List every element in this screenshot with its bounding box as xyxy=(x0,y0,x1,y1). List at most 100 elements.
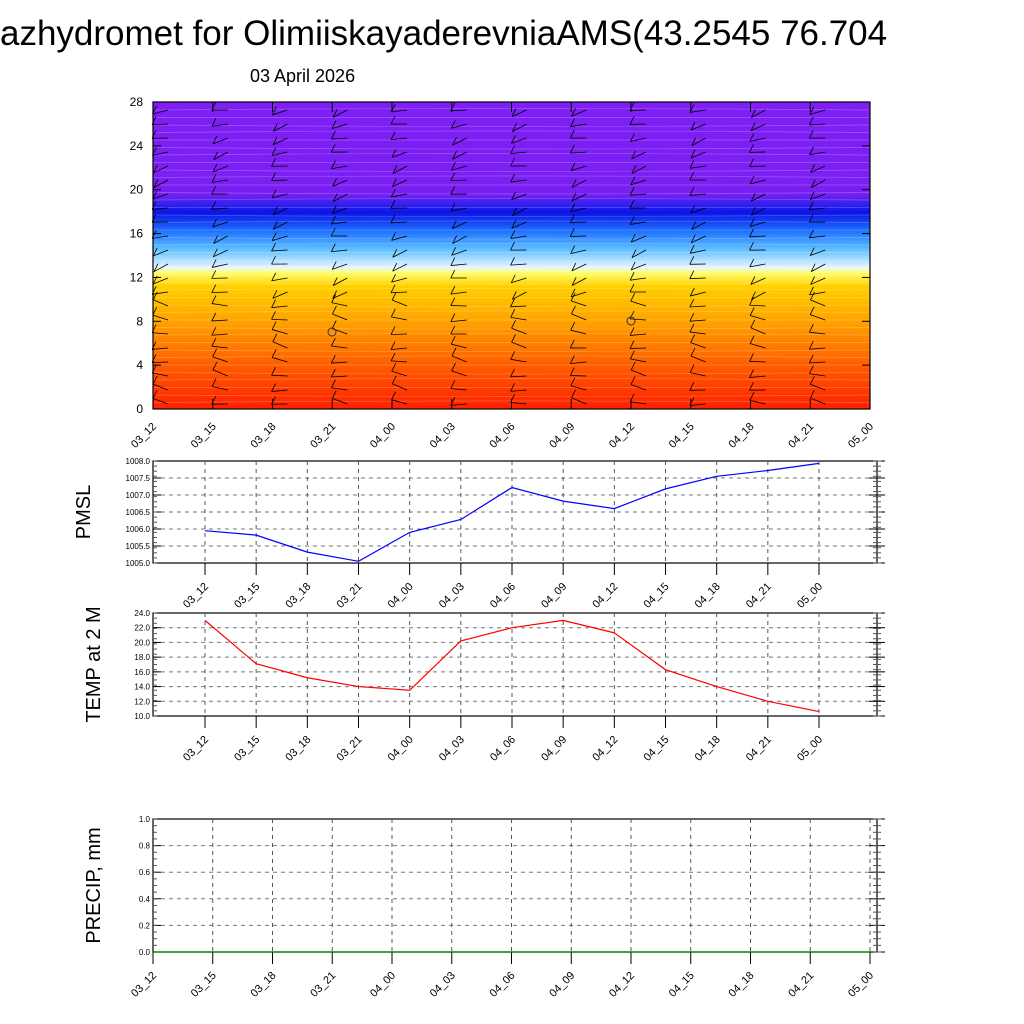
wind-barb-flag xyxy=(510,274,516,283)
wind-barb xyxy=(570,249,587,254)
wind-barb-flag xyxy=(691,221,697,230)
wind-barb xyxy=(212,221,228,228)
x-tick-label: 04_00 xyxy=(386,581,416,611)
x-tick-label: 04_21 xyxy=(744,581,774,611)
wind-barb-flag xyxy=(450,297,456,306)
wind-barb xyxy=(271,318,288,321)
wind-barb-flag xyxy=(212,163,218,173)
wind-barb-flag xyxy=(749,144,754,153)
wind-barb-flag xyxy=(273,123,278,132)
wind-barb xyxy=(689,165,706,169)
wind-barb-flag xyxy=(749,133,755,142)
x-tick-label: 03_21 xyxy=(335,581,365,611)
wind-barb xyxy=(750,327,766,335)
wind-barb xyxy=(390,291,408,294)
wind-barb xyxy=(391,193,408,198)
wind-barb-flag xyxy=(271,299,276,308)
x-tick-label: 05_00 xyxy=(846,970,876,1000)
wind-barb xyxy=(630,137,647,142)
wind-barb xyxy=(630,263,647,271)
wind-barb-flag xyxy=(510,173,515,183)
wind-barb-flag xyxy=(211,174,217,183)
wind-barb xyxy=(571,109,587,117)
wind-barb xyxy=(750,123,766,132)
wind-barb xyxy=(630,401,647,405)
contour-line xyxy=(152,220,871,223)
wind-barb xyxy=(689,277,706,280)
wind-barb xyxy=(809,347,826,350)
y-tick-label: 12.0 xyxy=(134,697,150,706)
wind-barb xyxy=(332,109,348,118)
wind-barb-flag xyxy=(810,179,816,188)
wind-barb xyxy=(809,331,826,335)
wind-barb xyxy=(510,389,527,392)
x-tick-label: 04_21 xyxy=(786,970,816,1000)
wind-barb xyxy=(810,314,826,321)
wind-barb-flag xyxy=(512,123,517,132)
wind-barb-flag xyxy=(390,200,396,209)
wind-barb xyxy=(571,179,587,188)
wind-barb-flag xyxy=(331,215,336,225)
wind-barb xyxy=(749,137,766,142)
wind-barb xyxy=(630,300,647,307)
wind-barb xyxy=(510,151,527,155)
x-tick-label: 03_18 xyxy=(283,734,313,764)
wind-barb xyxy=(510,235,527,240)
precip-panel: 0.0 0.2 0.4 0.6 0.8 1.0 03_12 03_15 03_18 03_21 04… xyxy=(83,815,885,1000)
wind-barb-flag xyxy=(510,157,515,167)
contour-line xyxy=(152,355,871,358)
wind-barb xyxy=(631,249,647,259)
wind-barb xyxy=(152,207,169,210)
wind-barb-flag xyxy=(689,364,695,373)
wind-barb-flag xyxy=(689,160,695,169)
x-tick-label: 04_12 xyxy=(607,970,637,1000)
wind-barb-flag xyxy=(630,361,636,371)
y-tick-label: 4 xyxy=(136,358,143,372)
contour-line xyxy=(152,124,871,127)
wind-barb-flag xyxy=(392,249,398,258)
wind-barb-flag xyxy=(451,220,457,229)
wind-barb-flag xyxy=(690,234,696,243)
wind-barb-flag xyxy=(272,221,278,230)
wind-barb-flag xyxy=(391,149,397,158)
y-tick-label: 12 xyxy=(130,270,144,284)
wind-barb xyxy=(810,179,826,188)
wind-barb-flag xyxy=(451,247,457,256)
wind-barb-flag xyxy=(211,378,217,387)
wind-barb xyxy=(392,179,408,187)
wind-barb xyxy=(391,235,408,241)
x-tick-label: 03_12 xyxy=(129,421,159,451)
wind-barb-flag xyxy=(511,135,516,144)
wind-barb-flag xyxy=(808,201,814,211)
wind-barb-flag xyxy=(450,313,456,322)
wind-barb-flag xyxy=(330,143,336,153)
wind-barb-flag xyxy=(809,247,815,256)
wind-barb xyxy=(152,372,169,377)
x-tick-label: 03_18 xyxy=(283,581,313,611)
wind-barb-flag xyxy=(750,192,756,202)
x-tick-label: 03_15 xyxy=(232,581,262,611)
profile-panel: 0 4 8 12 16 20 24 28 03_12 03_15 03_18 03_21 04_00 04… xyxy=(129,95,876,451)
contour-line xyxy=(152,349,871,352)
wind-barb xyxy=(750,221,766,227)
wind-barb xyxy=(749,165,766,168)
wind-barb xyxy=(511,327,527,335)
wind-barb xyxy=(451,370,467,377)
wind-barb-flag xyxy=(391,232,396,241)
wind-barb-flag xyxy=(451,347,457,357)
wind-barb-flag xyxy=(452,137,457,146)
wind-barb-flag xyxy=(629,310,635,320)
wind-barb xyxy=(211,333,228,336)
wind-barb xyxy=(511,221,527,229)
wind-barb-flag xyxy=(809,286,814,296)
wind-barb-flag xyxy=(629,350,635,360)
y-axis-label: PMSL xyxy=(73,485,95,539)
x-tick-label: 04_06 xyxy=(488,734,518,764)
wind-barb xyxy=(331,165,348,170)
wind-barb-flag xyxy=(808,341,814,350)
wind-barb-flag xyxy=(808,129,814,139)
wind-barb xyxy=(333,193,348,203)
wind-barb xyxy=(153,263,169,273)
x-tick-label: 04_06 xyxy=(488,421,518,451)
wind-barb-flag xyxy=(809,106,815,115)
